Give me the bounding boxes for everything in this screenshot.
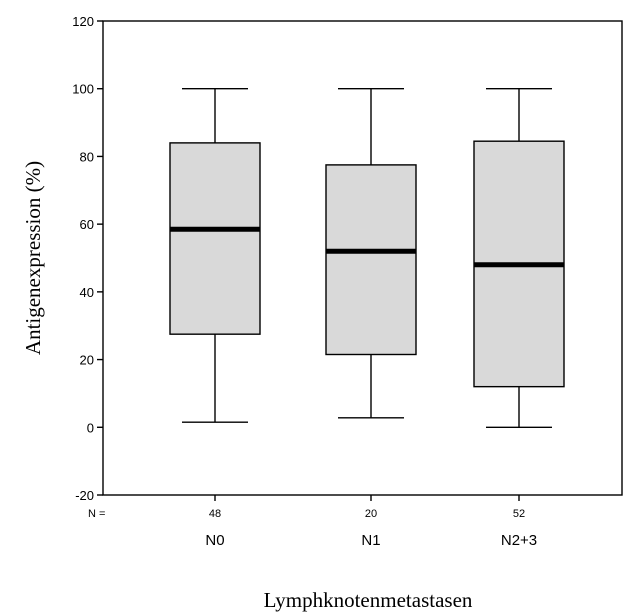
y-tick-label: 40 — [80, 285, 94, 300]
n-count-label: 52 — [513, 508, 525, 520]
iqr-box — [169, 142, 261, 335]
plot-frame — [102, 20, 623, 496]
box-group — [325, 88, 417, 419]
n-count-label: 20 — [365, 508, 377, 520]
box-group — [473, 88, 565, 428]
y-tick-label: 20 — [80, 353, 94, 368]
x-axis: N = 48 N0 20 N1 52 N2+3 — [88, 495, 537, 549]
category-label: N2+3 — [501, 532, 537, 549]
y-axis-title: Antigenexpression (%) — [21, 161, 45, 355]
box-group — [169, 88, 261, 423]
box-series — [169, 88, 565, 428]
x-axis-title: Lymphknotenmetastasen — [264, 588, 473, 612]
plot-area-border — [102, 20, 623, 496]
y-tick-label: 60 — [80, 217, 94, 232]
y-axis: -20 0 20 40 60 80 100 120 — [72, 14, 103, 503]
category-label: N0 — [205, 532, 224, 549]
y-tick-label: 0 — [87, 420, 94, 435]
y-tick-label: 80 — [80, 149, 94, 164]
n-prefix-label: N = — [88, 508, 105, 520]
n-count-label: 48 — [209, 508, 221, 520]
y-tick-label: 100 — [72, 82, 94, 97]
y-tick-label: -20 — [75, 488, 94, 503]
iqr-box — [325, 164, 417, 356]
category-label: N1 — [361, 532, 380, 549]
y-tick-label: 120 — [72, 14, 94, 29]
